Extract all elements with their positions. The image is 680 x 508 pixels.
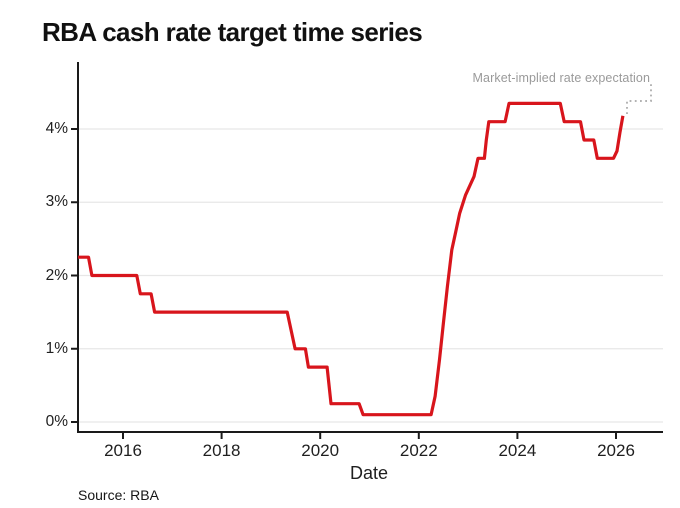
axes [71,62,663,439]
x-axis-title: Date [349,463,389,483]
x-tick-label-2016: 2016 [104,441,142,460]
x-tick-label-2020: 2020 [301,441,340,460]
x-tick-label-2022: 2022 [399,441,438,460]
cash-rate-series-line [78,101,625,417]
x-tick-label-2024: 2024 [498,441,537,460]
y-tick-label-2: 2% [45,266,68,284]
x-tick-label-2018: 2018 [202,441,241,460]
y-tick-label-1: 1% [45,339,68,357]
market-expectation-dotted-connector [626,81,652,114]
y-tick-label-3: 3% [45,193,68,211]
y-tick-label-4: 4% [45,120,68,137]
source-note: Source: RBA [78,487,159,503]
x-tick-label-2026: 2026 [597,441,635,460]
market-expectation-annotation: Market-implied rate expectation [472,71,650,85]
gridlines [78,128,663,423]
y-tick-label-0: 0% [45,413,68,430]
chart-title: RBA cash rate target time series [42,17,423,47]
